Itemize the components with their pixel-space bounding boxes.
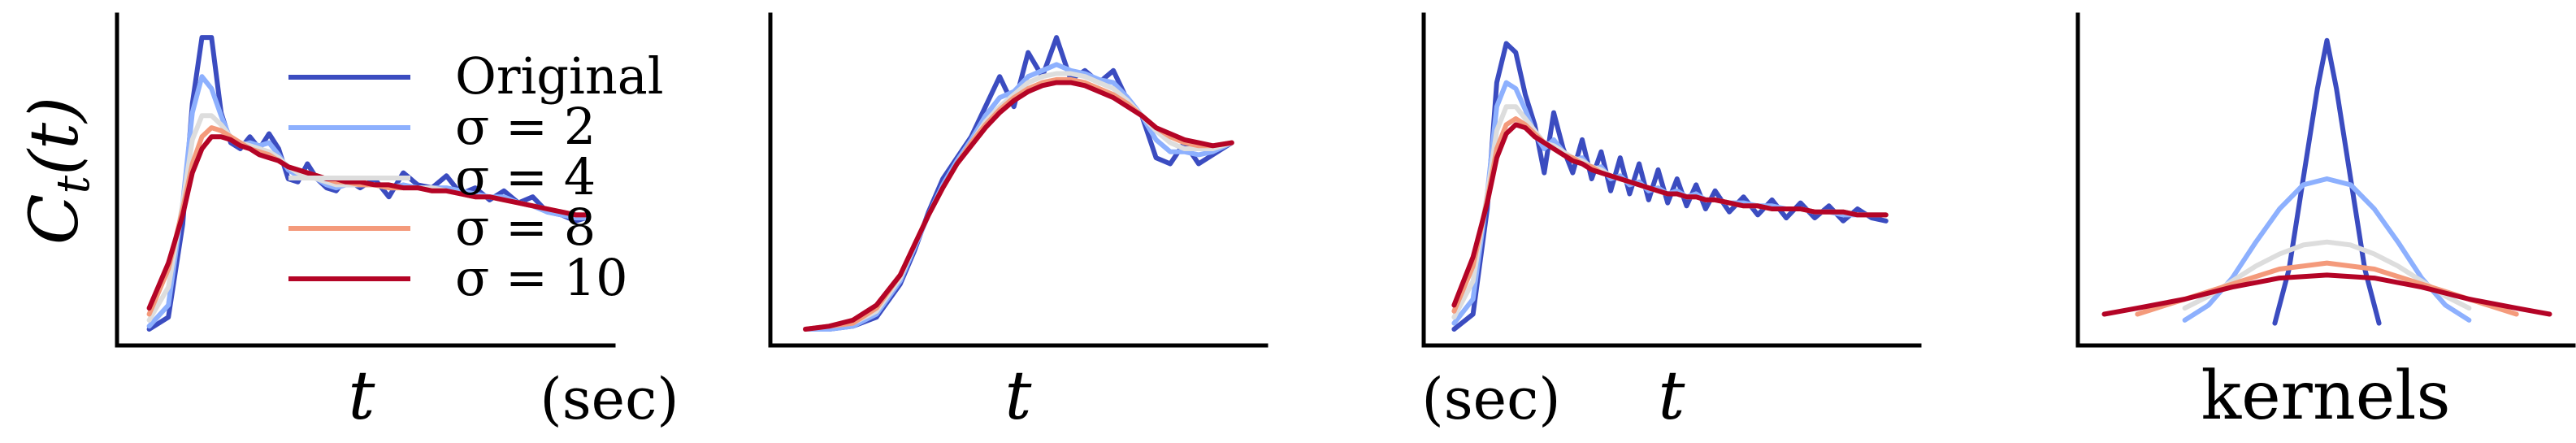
legend-label-3: σ = 8 [455, 198, 596, 257]
panel-4: kernels [2075, 12, 2576, 435]
panel-1-x-axis-label: t [349, 358, 376, 435]
panel-4-x-axis-label: kernels [2201, 358, 2450, 435]
panel-3-x-unit-label: (sec) [1421, 366, 1560, 432]
panel-4-series-3-line [2135, 260, 2519, 317]
panel-4-series-group [2101, 37, 2552, 326]
panel-3-series-0-line [1451, 41, 1889, 332]
panel-3-series-group [1451, 41, 1889, 332]
panel-4-series-4-line [2101, 272, 2552, 317]
panel-1: t (sec) [115, 12, 679, 435]
panel-2-series-4-line [803, 80, 1234, 332]
panel-1-x-unit-label: (sec) [540, 366, 679, 432]
legend-label-1: σ = 2 [455, 97, 596, 156]
panel-4-series-0-line [2272, 37, 2382, 326]
panel-2-series-0-line [803, 35, 1234, 332]
panel-2-series-1-line [803, 62, 1234, 332]
legend-label-4: σ = 10 [455, 248, 628, 307]
panel-2-series-group [803, 35, 1234, 332]
panel-2-series-3-line [803, 76, 1234, 332]
panel-2-series-2-line [803, 71, 1234, 332]
panel-2: t [768, 12, 1268, 435]
legend-label-2: σ = 4 [455, 147, 596, 206]
panel-4-series-1-line [2182, 176, 2472, 323]
panel-1-series-1-line [146, 74, 588, 329]
legend-label-0: Original [455, 46, 664, 106]
panel-3-x-axis-label: t [1659, 358, 1686, 435]
panel-3-series-4-line [1451, 122, 1889, 308]
panel-4-series-2-line [2182, 239, 2472, 311]
panel-3: (sec) t [1421, 12, 1922, 435]
panel-2-x-axis-label: t [1005, 358, 1033, 435]
y-axis-label: Ct(t) [16, 97, 100, 245]
